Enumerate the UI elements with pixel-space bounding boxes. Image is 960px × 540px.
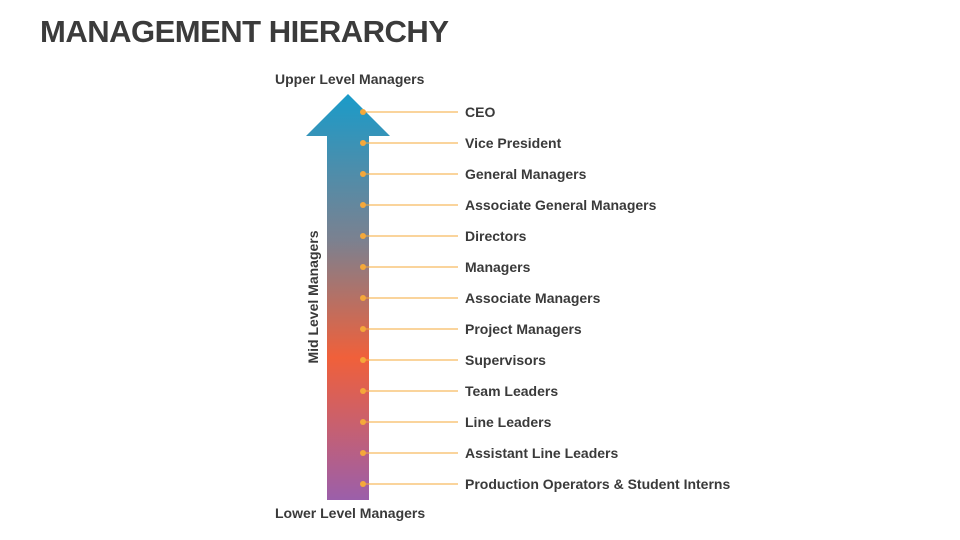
level-dot [360, 233, 366, 239]
level-label: Supervisors [465, 352, 546, 368]
level-dot [360, 481, 366, 487]
level-label: Directors [465, 228, 527, 244]
level-label: Associate General Managers [465, 197, 657, 213]
level-label: Associate Managers [465, 290, 601, 306]
level-dot [360, 171, 366, 177]
level-dot [360, 109, 366, 115]
level-label: Vice President [465, 135, 562, 151]
level-dot [360, 202, 366, 208]
level-dot [360, 419, 366, 425]
lower-level-label: Lower Level Managers [275, 505, 426, 521]
level-label: Production Operators & Student Interns [465, 476, 731, 492]
level-dot [360, 388, 366, 394]
level-label: Project Managers [465, 321, 582, 337]
upper-level-label: Upper Level Managers [275, 71, 425, 87]
level-label: CEO [465, 104, 496, 120]
level-dot [360, 140, 366, 146]
level-dot [360, 326, 366, 332]
level-label: Assistant Line Leaders [465, 445, 619, 461]
up-arrow [306, 94, 390, 500]
level-label: Managers [465, 259, 531, 275]
level-dot [360, 295, 366, 301]
level-label: Line Leaders [465, 414, 552, 430]
level-dot [360, 450, 366, 456]
level-label: General Managers [465, 166, 587, 182]
page-title: MANAGEMENT HIERARCHY [40, 14, 449, 49]
level-dot [360, 357, 366, 363]
level-label: Team Leaders [465, 383, 559, 399]
level-dot [360, 264, 366, 270]
